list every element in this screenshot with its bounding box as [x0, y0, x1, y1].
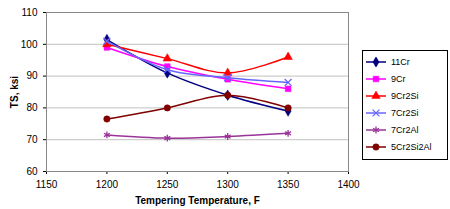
- svg-text:80: 80: [26, 102, 38, 113]
- svg-text:60: 60: [26, 166, 38, 177]
- html-text:7Cr2Al: 7Cr2Al: [391, 125, 419, 135]
- svg-text:100: 100: [21, 39, 38, 50]
- svg-text:1250: 1250: [156, 179, 179, 190]
- svg-text:1300: 1300: [217, 179, 240, 190]
- html-text:9Cr2Si: 9Cr2Si: [391, 91, 419, 101]
- svg-text:110: 110: [22, 7, 38, 18]
- svg-text:1200: 1200: [96, 179, 119, 190]
- html-text:5Cr2Si2Al: 5Cr2Si2Al: [391, 142, 432, 152]
- html-text:11Cr: 11Cr: [391, 57, 410, 67]
- svg-text:TS, ksi: TS, ksi: [9, 76, 20, 108]
- html-text:9Cr: 9Cr: [391, 74, 406, 84]
- svg-text:70: 70: [26, 134, 38, 145]
- html-text:7Cr2Si: 7Cr2Si: [391, 108, 419, 118]
- svg-text:1150: 1150: [36, 179, 58, 190]
- svg-text:1400: 1400: [337, 179, 360, 190]
- svg-text:1350: 1350: [277, 179, 300, 190]
- svg-text:Tempering Temperature, F: Tempering Temperature, F: [135, 195, 260, 206]
- svg-text:90: 90: [26, 70, 38, 81]
